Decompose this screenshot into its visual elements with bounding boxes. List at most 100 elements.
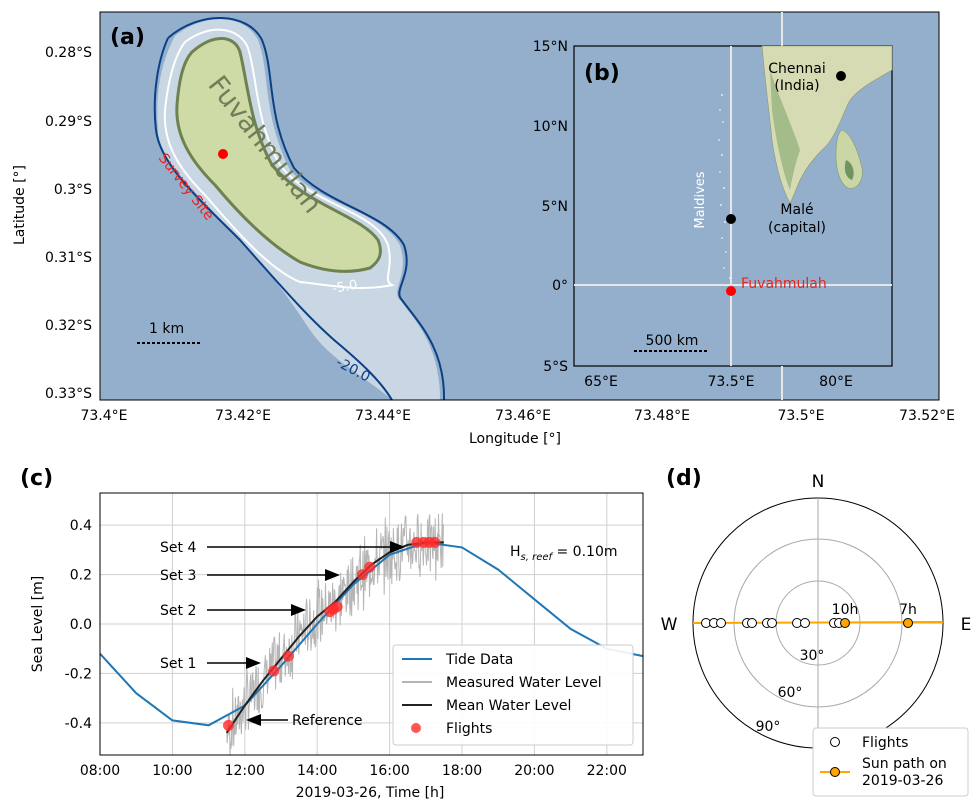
legend-d-flights-label: Flights (862, 735, 908, 751)
ytick-c-3: 0.2 (70, 568, 92, 584)
xtick-b-0: 65°E (584, 374, 618, 390)
contour-20-inner (153, 37, 393, 401)
maldives-label: Maldives (693, 171, 708, 228)
xtick-a-0: 73.4°E (80, 408, 127, 424)
polar-flight-point (767, 618, 777, 628)
legend-d-sun-label: Sun path on (862, 756, 947, 772)
contour-20 (167, 17, 446, 401)
hs-sub: s, reef (521, 552, 554, 563)
legend-mean-label: Mean Water Level (446, 698, 571, 714)
reference-arrowhead (246, 714, 261, 726)
ytick-b-1: 10°N (533, 119, 568, 135)
panel-label-c: (c) (20, 466, 53, 491)
legend-d-box (812, 727, 969, 797)
panel-label-a: (a) (110, 25, 145, 50)
legend-d-sun-label-2: 2019-03-26 (862, 773, 943, 789)
legend-flights-swatch (411, 723, 421, 733)
scale-label-b: 500 km (646, 333, 699, 349)
sun-label-7h: 7h (899, 602, 917, 618)
scale-label-a: 1 km (149, 321, 184, 337)
male-marker (726, 214, 736, 224)
xtick-c-7: 22:00 (587, 763, 627, 779)
ytick-c-0: -0.4 (65, 716, 92, 732)
ytick-b-4: 5°S (543, 359, 568, 375)
polar-east-label: E (961, 615, 971, 635)
xtick-a-6: 73.52°E (899, 408, 955, 424)
polar-west-label: W (661, 615, 678, 635)
flight-point (356, 569, 368, 581)
map-b-xticks: 65°E 73.5°E 80°E (584, 374, 853, 390)
xtick-a-1: 73.42°E (215, 408, 271, 424)
xtick-c-6: 20:00 (514, 763, 554, 779)
flight-point (429, 536, 441, 548)
flight-point (364, 561, 376, 573)
xtick-a-3: 73.46°E (495, 408, 551, 424)
chennai-label: Chennai (768, 61, 825, 77)
reference-label: Reference (292, 713, 363, 729)
legend-c-box (392, 644, 634, 746)
chennai-marker (836, 71, 846, 81)
flight-point (282, 650, 294, 662)
set-annotations: Set 4 Set 3 Set 2 Set 1 Reference (160, 540, 405, 729)
polar-flight-points (701, 618, 844, 628)
ytick-a-3: 0.31°S (45, 250, 92, 266)
polar-flight-point (800, 618, 810, 628)
measured-water-level (226, 513, 444, 756)
chart-c: (c) -0.4 -0.2 0.0 0.2 0.4 08:00 10:00 12:00 14:… (20, 466, 644, 801)
flight-point (223, 719, 235, 731)
map-b: Chennai (India) Malé (capital) Maldives … (533, 12, 893, 400)
polar-north-label: N (812, 472, 825, 492)
measured-water-level-line (226, 513, 444, 756)
set-4-label: Set 4 (160, 540, 196, 556)
map-a-yticks: 0.28°S 0.29°S 0.3°S 0.31°S 0.32°S 0.33°S (45, 45, 92, 402)
ylabel-c: Sea Level [m] (30, 576, 46, 673)
polar-flight-point (747, 618, 757, 628)
sun-marker-10h (840, 618, 850, 628)
legend-d: Flights Sun path on 2019-03-26 (812, 727, 969, 797)
set-1-arrowhead (246, 657, 261, 669)
polar-flight-point (716, 618, 726, 628)
legend-d-sun-swatch (830, 767, 840, 777)
legend-c: Tide Data Measured Water Level Mean Wate… (392, 644, 634, 746)
ytick-a-1: 0.29°S (45, 114, 92, 130)
xtick-c-1: 10:00 (152, 763, 192, 779)
xtick-b-1: 73.5°E (707, 374, 754, 390)
flights-points (223, 536, 441, 731)
ytick-c-4: 0.4 (70, 518, 92, 534)
xtick-a-4: 73.48°E (634, 408, 690, 424)
xtick-c-0: 08:00 (80, 763, 120, 779)
set-1-label: Set 1 (160, 656, 196, 672)
survey-site-marker (218, 149, 228, 159)
sri-lanka-highlands (844, 160, 854, 180)
ytick-a-0: 0.28°S (45, 45, 92, 61)
hs-value: = 0.10m (552, 544, 617, 560)
legend-flights-label: Flights (446, 721, 492, 737)
hs-annotation: Hs, reef = 0.10m (510, 544, 618, 563)
chart-c-frame (99, 492, 644, 756)
set-3-label: Set 3 (160, 568, 196, 584)
ring-label-60: 60° (778, 685, 803, 701)
sun-path-line (692, 621, 944, 624)
chart-c-xticks: 08:00 10:00 12:00 14:00 16:00 18:00 20:00 22:00 (80, 763, 627, 779)
flight-point (268, 665, 280, 677)
ytick-b-3: 0° (552, 278, 568, 294)
ytick-c-1: -0.2 (65, 666, 92, 682)
ytick-a-2: 0.3°S (54, 182, 92, 198)
panel-label-d: (d) (666, 466, 702, 491)
set-3-arrowhead (325, 569, 340, 581)
ylabel-a: Latitude [°] (12, 165, 28, 245)
set-2-arrowhead (291, 604, 306, 616)
ring-label-90: 90° (756, 719, 781, 735)
legend-tide-label: Tide Data (445, 652, 513, 668)
chart-d: (d) N W E 30° 60° 90° 10h 7h Flights Sun… (661, 466, 971, 797)
map-b-yticks: 15°N 10°N 5°N 0° 5°S (533, 39, 568, 375)
ytick-a-5: 0.33°S (45, 386, 92, 402)
sri-lanka-land (835, 129, 863, 189)
contour-5 (163, 28, 395, 290)
xtick-a-2: 73.44°E (355, 408, 411, 424)
legend-measured-label: Measured Water Level (446, 675, 602, 691)
xtick-b-2: 80°E (819, 374, 853, 390)
chennai-label-2: (India) (774, 78, 819, 94)
sun-marker-7h (903, 618, 913, 628)
